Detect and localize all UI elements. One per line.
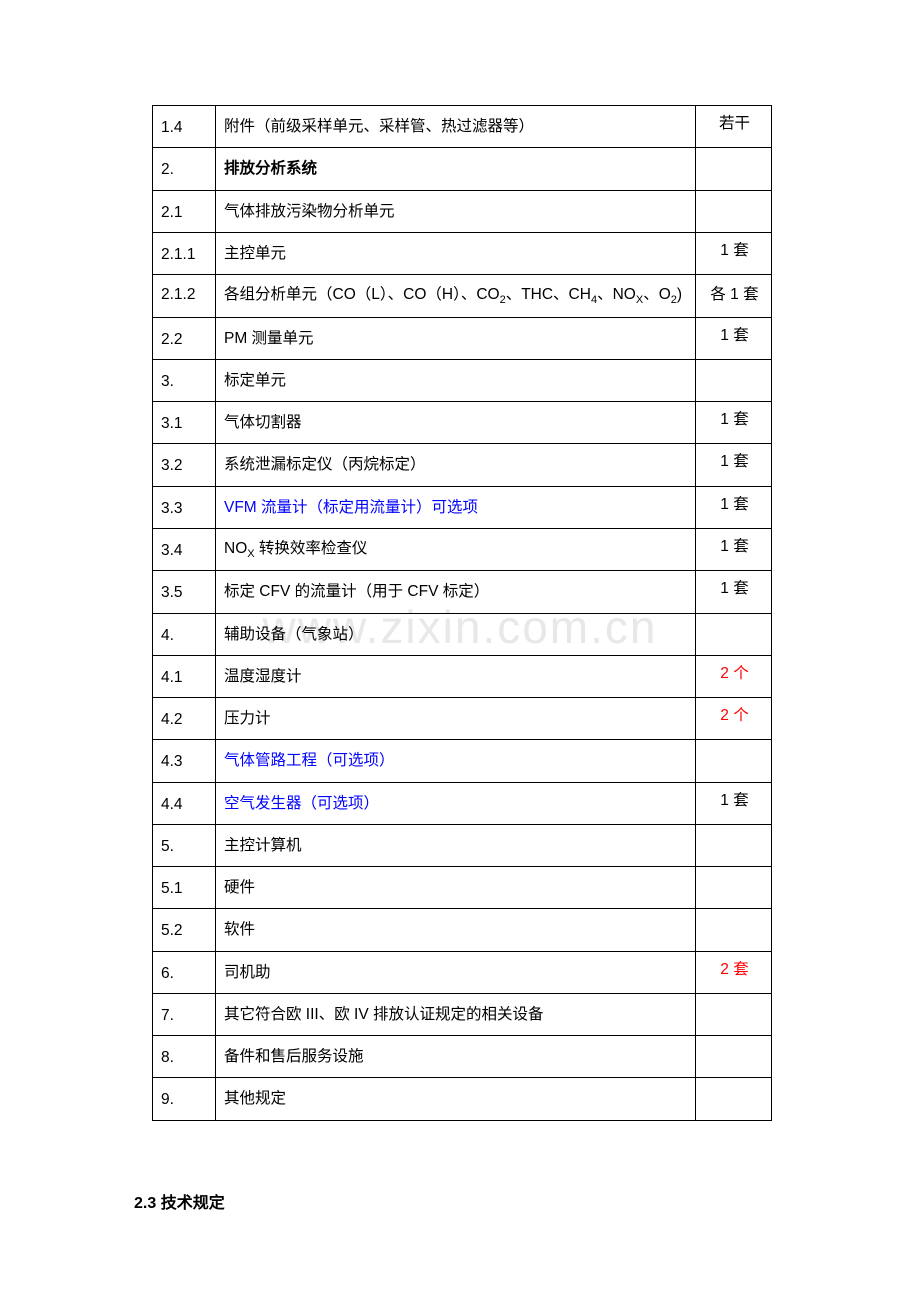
table-row: 2.1气体排放污染物分析单元 <box>153 190 772 232</box>
row-quantity: 2 套 <box>696 951 772 993</box>
row-quantity: 1 套 <box>696 402 772 444</box>
row-description: 排放分析系统 <box>216 148 696 190</box>
row-number: 2. <box>153 148 216 190</box>
row-description: 其他规定 <box>216 1078 696 1120</box>
table-row: 4.1温度湿度计2 个 <box>153 655 772 697</box>
row-quantity: 1 套 <box>696 528 772 571</box>
row-quantity: 1 套 <box>696 486 772 528</box>
table-row: 3.2系统泄漏标定仪（丙烷标定）1 套 <box>153 444 772 486</box>
row-quantity <box>696 867 772 909</box>
table-row: 5.1硬件 <box>153 867 772 909</box>
table-row: 8.备件和售后服务设施 <box>153 1036 772 1078</box>
row-description: 系统泄漏标定仪（丙烷标定） <box>216 444 696 486</box>
row-description: 硬件 <box>216 867 696 909</box>
row-description: 各组分析单元（CO（L）、CO（H）、CO2、THC、CH4、NOX、O2) <box>216 275 696 318</box>
row-quantity <box>696 613 772 655</box>
row-description: 备件和售后服务设施 <box>216 1036 696 1078</box>
row-number: 5.1 <box>153 867 216 909</box>
row-description: 辅助设备（气象站） <box>216 613 696 655</box>
row-number: 3.4 <box>153 528 216 571</box>
row-number: 5. <box>153 824 216 866</box>
row-description: 压力计 <box>216 698 696 740</box>
table-row: 2.1.1主控单元1 套 <box>153 232 772 274</box>
row-quantity: 1 套 <box>696 317 772 359</box>
row-description: 气体管路工程（可选项） <box>216 740 696 782</box>
row-number: 8. <box>153 1036 216 1078</box>
row-quantity <box>696 148 772 190</box>
row-number: 3.1 <box>153 402 216 444</box>
table-row: 2.2PM 测量单元1 套 <box>153 317 772 359</box>
table-row: 2.排放分析系统 <box>153 148 772 190</box>
row-description: 标定 CFV 的流量计（用于 CFV 标定） <box>216 571 696 613</box>
row-description: 其它符合欧 III、欧 IV 排放认证规定的相关设备 <box>216 993 696 1035</box>
row-quantity: 2 个 <box>696 655 772 697</box>
table-row: 3.1气体切割器1 套 <box>153 402 772 444</box>
row-description: 附件（前级采样单元、采样管、热过滤器等） <box>216 106 696 148</box>
row-description: 空气发生器（可选项） <box>216 782 696 824</box>
row-description: 气体排放污染物分析单元 <box>216 190 696 232</box>
equipment-table: 1.4附件（前级采样单元、采样管、热过滤器等）若干2.排放分析系统2.1气体排放… <box>152 105 772 1121</box>
row-number: 4.4 <box>153 782 216 824</box>
table-row: 1.4附件（前级采样单元、采样管、热过滤器等）若干 <box>153 106 772 148</box>
row-number: 4. <box>153 613 216 655</box>
row-number: 2.1 <box>153 190 216 232</box>
row-description: 主控单元 <box>216 232 696 274</box>
row-number: 4.3 <box>153 740 216 782</box>
table-row: 9.其他规定 <box>153 1078 772 1120</box>
row-number: 7. <box>153 993 216 1035</box>
row-quantity: 若干 <box>696 106 772 148</box>
row-number: 2.1.2 <box>153 275 216 318</box>
row-description: NOX 转换效率检查仪 <box>216 528 696 571</box>
table-row: 5.2软件 <box>153 909 772 951</box>
row-quantity: 1 套 <box>696 444 772 486</box>
row-number: 6. <box>153 951 216 993</box>
row-quantity <box>696 359 772 401</box>
table-body: 1.4附件（前级采样单元、采样管、热过滤器等）若干2.排放分析系统2.1气体排放… <box>153 106 772 1121</box>
table-row: 5.主控计算机 <box>153 824 772 866</box>
row-description: 主控计算机 <box>216 824 696 866</box>
table-row: 4.3气体管路工程（可选项） <box>153 740 772 782</box>
row-description: 标定单元 <box>216 359 696 401</box>
table-row: 3.标定单元 <box>153 359 772 401</box>
row-quantity <box>696 1078 772 1120</box>
row-number: 2.1.1 <box>153 232 216 274</box>
row-quantity <box>696 740 772 782</box>
row-description: 软件 <box>216 909 696 951</box>
row-number: 5.2 <box>153 909 216 951</box>
row-quantity: 1 套 <box>696 232 772 274</box>
row-number: 3.5 <box>153 571 216 613</box>
row-number: 3. <box>153 359 216 401</box>
table-row: 6.司机助2 套 <box>153 951 772 993</box>
table-row: 7.其它符合欧 III、欧 IV 排放认证规定的相关设备 <box>153 993 772 1035</box>
row-description: PM 测量单元 <box>216 317 696 359</box>
table-row: 4.2压力计2 个 <box>153 698 772 740</box>
row-quantity <box>696 1036 772 1078</box>
row-description: VFM 流量计（标定用流量计）可选项 <box>216 486 696 528</box>
row-number: 4.1 <box>153 655 216 697</box>
table-row: 3.4NOX 转换效率检查仪1 套 <box>153 528 772 571</box>
table-row: 4.4空气发生器（可选项）1 套 <box>153 782 772 824</box>
row-quantity: 2 个 <box>696 698 772 740</box>
row-quantity: 各 1 套 <box>696 275 772 318</box>
row-quantity <box>696 824 772 866</box>
row-quantity: 1 套 <box>696 571 772 613</box>
row-quantity <box>696 993 772 1035</box>
row-number: 2.2 <box>153 317 216 359</box>
table-row: 3.3VFM 流量计（标定用流量计）可选项1 套 <box>153 486 772 528</box>
row-quantity <box>696 190 772 232</box>
table-row: 2.1.2各组分析单元（CO（L）、CO（H）、CO2、THC、CH4、NOX、… <box>153 275 772 318</box>
row-description: 气体切割器 <box>216 402 696 444</box>
row-number: 1.4 <box>153 106 216 148</box>
row-quantity: 1 套 <box>696 782 772 824</box>
row-number: 4.2 <box>153 698 216 740</box>
row-description: 司机助 <box>216 951 696 993</box>
row-number: 3.2 <box>153 444 216 486</box>
row-number: 9. <box>153 1078 216 1120</box>
row-number: 3.3 <box>153 486 216 528</box>
row-quantity <box>696 909 772 951</box>
table-row: 4.辅助设备（气象站） <box>153 613 772 655</box>
row-description: 温度湿度计 <box>216 655 696 697</box>
section-heading: 2.3 技术规定 <box>134 1189 772 1213</box>
table-row: 3.5标定 CFV 的流量计（用于 CFV 标定）1 套 <box>153 571 772 613</box>
